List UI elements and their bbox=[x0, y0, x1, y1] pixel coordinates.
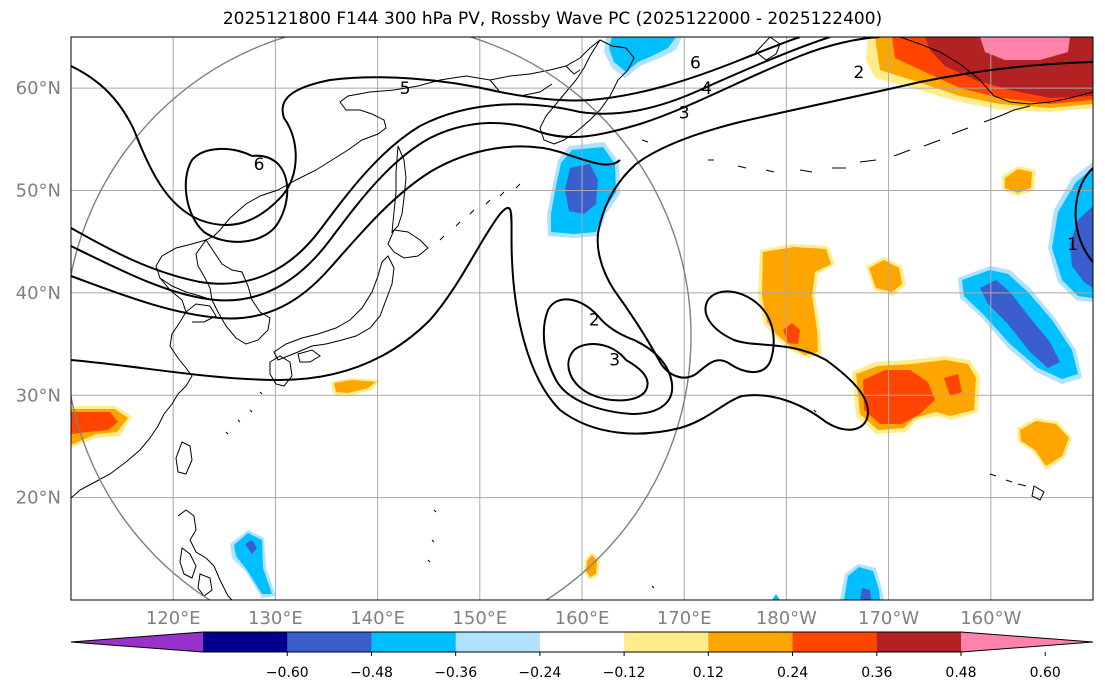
coastline-kyushu bbox=[269, 349, 321, 387]
contour-label: 5 bbox=[400, 79, 411, 99]
lat-tick-label: 20°N bbox=[16, 488, 61, 509]
pv-contour-2-south bbox=[542, 298, 674, 416]
coastline-hawaii bbox=[989, 473, 1045, 501]
lon-tick-label: 170°W bbox=[858, 608, 919, 629]
anomaly-positive-small-1 bbox=[866, 257, 906, 296]
anomaly-positive-small-3 bbox=[1017, 418, 1072, 470]
lon-tick-label: 180°W bbox=[756, 608, 817, 629]
colorbar-swatch bbox=[876, 632, 962, 652]
pv-contours bbox=[71, 37, 1093, 435]
latitude-labels: 20°N 30°N 40°N 50°N 60°N bbox=[16, 78, 61, 508]
coastlines bbox=[71, 37, 1093, 600]
lat-tick-label: 50°N bbox=[16, 181, 61, 202]
colorbar-swatch bbox=[455, 632, 541, 652]
colorbar-tick-label: −0.48 bbox=[350, 665, 393, 681]
anomaly-positive-small-2 bbox=[1002, 166, 1036, 196]
colorbar-tick-label: −0.60 bbox=[266, 665, 309, 681]
colorbar-swatch bbox=[624, 632, 709, 652]
coastline-kurils bbox=[439, 183, 521, 241]
colorbar-extend-high bbox=[961, 632, 1093, 652]
pv-anomaly-shading bbox=[71, 37, 1093, 600]
pv-contour-5 bbox=[71, 37, 801, 227]
pv-contour-3-south bbox=[567, 343, 649, 402]
lon-tick-label: 120°E bbox=[146, 608, 201, 629]
lon-tick-label: 140°E bbox=[350, 608, 405, 629]
graticule bbox=[71, 37, 1093, 600]
contour-label: 2 bbox=[589, 311, 600, 331]
lat-tick-label: 40°N bbox=[16, 283, 61, 304]
coastline-ryukyu bbox=[225, 391, 263, 435]
anomaly-negative-tiny bbox=[772, 594, 780, 600]
contour-label: 4 bbox=[701, 79, 712, 99]
lon-tick-label: 130°E bbox=[248, 608, 303, 629]
lon-tick-label: 150°E bbox=[452, 608, 507, 629]
range-circle bbox=[71, 37, 692, 600]
coastline-bohai bbox=[159, 277, 217, 323]
colorbar-tick-label: 0.24 bbox=[777, 665, 808, 681]
anomaly-positive-small-5 bbox=[584, 552, 600, 580]
colorbar-tick-label: 0.36 bbox=[861, 665, 892, 681]
colorbar-swatch bbox=[371, 632, 457, 652]
colorbar-tick-label: −0.24 bbox=[518, 665, 561, 681]
coastline-aleutians bbox=[641, 105, 1031, 173]
coastline-sakhalin bbox=[391, 145, 407, 234]
coastline-philippines bbox=[177, 509, 233, 600]
anomaly-positive-180 bbox=[758, 244, 835, 358]
map-frame bbox=[70, 36, 1094, 601]
contour-label: 6 bbox=[254, 155, 265, 175]
longitude-labels: 120°E 130°E 140°E 150°E 160°E 170°E 180°W 170°W… bbox=[146, 608, 1022, 629]
anomaly-negative-south bbox=[840, 564, 884, 600]
colorbar-extend-low bbox=[71, 632, 203, 652]
contour-label: 6 bbox=[690, 54, 701, 74]
anomaly-negative-east bbox=[1048, 162, 1093, 302]
colorbar-swatch bbox=[539, 632, 625, 652]
pv-contour-6-west bbox=[184, 147, 289, 243]
pv-contour-3-west bbox=[71, 37, 881, 302]
lon-tick-label: 170°E bbox=[657, 608, 712, 629]
anomaly-positive-west bbox=[71, 406, 132, 448]
coastline-taiwan bbox=[175, 441, 193, 475]
lat-tick-label: 30°N bbox=[16, 385, 61, 406]
colorbar-outline bbox=[70, 631, 1094, 653]
lon-tick-label: 160°W bbox=[960, 608, 1021, 629]
coastline-asia bbox=[71, 39, 601, 499]
contour-label: 3 bbox=[679, 104, 690, 124]
pv-contour-2-jet bbox=[71, 145, 621, 320]
colorbar-tick-label: 0.48 bbox=[945, 665, 976, 681]
lat-tick-label: 60°N bbox=[16, 78, 61, 99]
colorbar-tick-label: −0.36 bbox=[434, 665, 477, 681]
pv-contour-1-trough bbox=[71, 61, 1093, 435]
coastline-kamchatka bbox=[539, 39, 635, 145]
colorbar-tick-label: −0.12 bbox=[603, 665, 646, 681]
colorbar-tick-label: 0.60 bbox=[1030, 665, 1061, 681]
colorbar-tick-label: 0.12 bbox=[693, 665, 724, 681]
coastline-alaska bbox=[755, 37, 1093, 105]
colorbar-swatch bbox=[203, 632, 288, 652]
colorbar-swatch bbox=[708, 632, 794, 652]
colorbar-swatch bbox=[287, 632, 372, 652]
coastline-korea bbox=[195, 239, 271, 345]
lon-tick-label: 160°E bbox=[555, 608, 610, 629]
pv-contour-1-east bbox=[1074, 167, 1093, 263]
contour-label: 1 bbox=[1067, 235, 1078, 255]
colorbar-swatch bbox=[792, 632, 878, 652]
contour-label: 2 bbox=[854, 63, 865, 83]
colorbar: −0.60 −0.48 −0.36 −0.24 −0.12 0.12 0.24 0.36 0.4… bbox=[70, 631, 1094, 681]
anomaly-positive-small-4 bbox=[331, 378, 380, 396]
coastline-islands bbox=[427, 409, 817, 589]
map-title: 2025121800 F144 300 hPa PV, Rossby Wave … bbox=[222, 9, 883, 29]
contour-label: 3 bbox=[609, 350, 620, 370]
anomaly-negative-philippines bbox=[230, 530, 276, 598]
pv-contour-4 bbox=[71, 37, 831, 285]
